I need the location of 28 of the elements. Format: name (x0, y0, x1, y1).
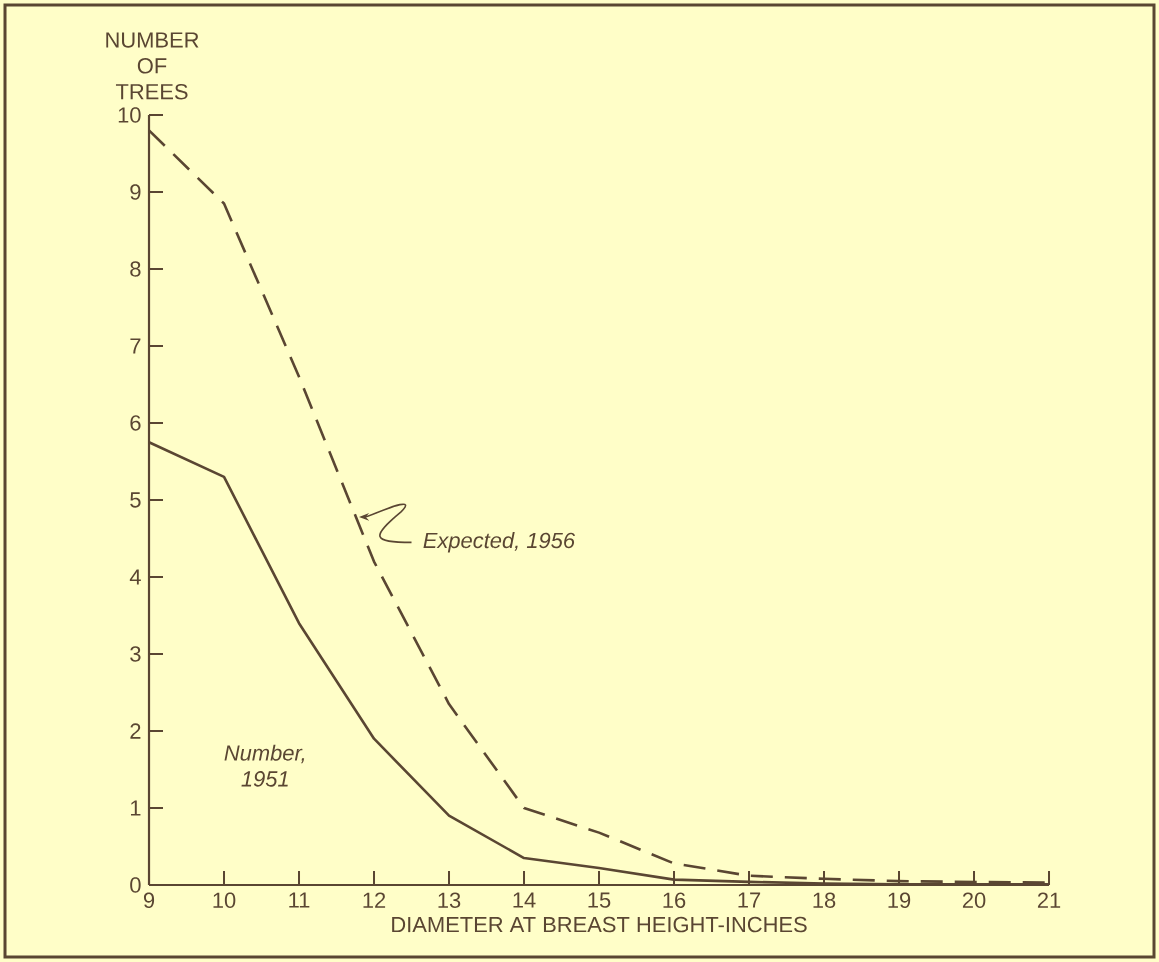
y-tick-label: 7 (130, 338, 141, 354)
x-tick-label: 13 (438, 892, 461, 909)
x-tick-label: 9 (143, 892, 155, 909)
x-tick-label: 17 (738, 892, 761, 908)
text: Number, 1951 (224, 744, 305, 787)
y-tick-label: 2 (130, 723, 141, 739)
x-tick-label: 15 (588, 892, 611, 908)
x-tick-label: 18 (813, 892, 836, 909)
y-tick-label: 5 (130, 492, 141, 508)
x-tick-label: 21 (1037, 892, 1061, 908)
x-tick-label: 10 (213, 892, 236, 909)
y-tick-label: 10 (118, 107, 141, 123)
y-tick-label: 3 (130, 646, 141, 662)
text: Expected, 1956 (423, 532, 576, 553)
y-tick-label: 9 (130, 184, 141, 200)
y-tick-label: 8 (130, 261, 141, 277)
y-axis-title: NUMBER OF TREES (106, 32, 199, 100)
x-tick-label: 11 (289, 892, 310, 908)
x-tick-label: 12 (363, 892, 386, 908)
x-tick-label: 19 (888, 892, 911, 909)
y-tick-label: 1 (130, 800, 141, 816)
y-tick-label: 6 (130, 415, 141, 431)
x-axis-title: DIAMETER AT BREAST HEIGHT-INCHES (392, 916, 807, 933)
x-tick-label: 16 (663, 892, 686, 909)
x-tick-label: 14 (513, 892, 536, 908)
y-tick-label: 4 (129, 569, 141, 585)
x-tick-label: 20 (962, 892, 986, 909)
y-tick-label: 0 (130, 877, 141, 893)
